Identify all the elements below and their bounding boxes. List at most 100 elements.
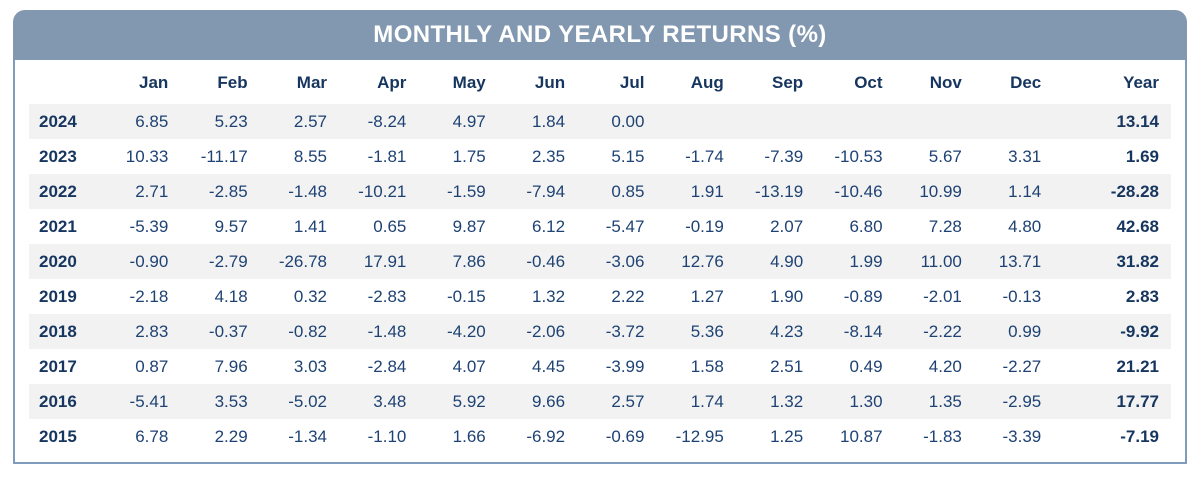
table-row: 2019 -2.18 4.18 0.32 -2.83 -0.15 1.32 2.22 1.27 1… xyxy=(29,279,1171,314)
returns-card: MONTHLY AND YEARLY RETURNS (%) Jan Feb Mar… xyxy=(13,10,1187,464)
month-return-cell: 2.07 xyxy=(770,216,804,236)
row-year-label: 2019 xyxy=(39,286,77,306)
table-row: 2018 2.83 -0.37 -0.82 -1.48 -4.20 -2.06 -3.72 5.… xyxy=(29,314,1171,349)
month-return-cell: 1.91 xyxy=(690,181,724,201)
table-title-bar: MONTHLY AND YEARLY RETURNS (%) xyxy=(13,10,1187,60)
month-return-cell: 4.90 xyxy=(770,251,804,271)
row-year-label: 2017 xyxy=(39,356,77,376)
month-return-cell: -0.19 xyxy=(685,216,724,236)
month-return-cell: -10.46 xyxy=(834,181,883,201)
month-return-cell: 9.87 xyxy=(452,216,486,236)
year-total-cell: 2.83 xyxy=(1125,286,1159,306)
month-return-cell: -10.53 xyxy=(834,146,883,166)
month-return-cell: 1.75 xyxy=(452,146,486,166)
month-return-cell: -5.39 xyxy=(129,216,169,236)
month-return-cell: 2.22 xyxy=(611,286,645,306)
month-return-cell: 0.00 xyxy=(611,111,645,131)
row-year-label: 2023 xyxy=(39,146,77,166)
table-row: 2020 -0.90 -2.79 -26.78 17.91 7.86 -0.46 -3.06 1… xyxy=(29,244,1171,279)
month-return-cell: 4.07 xyxy=(452,356,486,376)
column-header-row: Jan Feb Mar Apr May Jun Jul Aug Sep Oct Nov Dec Year xyxy=(29,62,1171,104)
month-return-cell: -2.79 xyxy=(208,251,248,271)
month-return-cell: 4.23 xyxy=(770,321,804,341)
returns-table-panel: Jan Feb Mar Apr May Jun Jul Aug Sep Oct Nov Dec Year… xyxy=(13,60,1187,464)
year-total-cell: -9.92 xyxy=(1120,321,1159,341)
month-return-cell: -1.74 xyxy=(685,146,724,166)
month-return-cell: 5.36 xyxy=(690,321,724,341)
month-return-cell: -2.84 xyxy=(367,356,407,376)
month-return-cell: -8.14 xyxy=(843,321,883,341)
month-return-cell: 13.71 xyxy=(998,251,1042,271)
month-return-cell: -1.83 xyxy=(923,426,962,446)
month-return-cell: 0.65 xyxy=(373,216,407,236)
month-return-cell xyxy=(736,104,815,139)
table-row: 2016 -5.41 3.53 -5.02 3.48 5.92 9.66 2.57 1.74 1.… xyxy=(29,384,1171,419)
month-return-cell: 4.97 xyxy=(452,111,486,131)
month-return-cell: -4.20 xyxy=(446,321,486,341)
corner-cell xyxy=(29,62,101,104)
month-return-cell: -3.06 xyxy=(605,251,645,271)
month-return-cell: 0.87 xyxy=(135,356,169,376)
month-return-cell: -2.01 xyxy=(923,286,962,306)
month-return-cell: -1.59 xyxy=(446,181,486,201)
col-header-jul: Jul xyxy=(619,73,645,92)
col-header-nov: Nov xyxy=(929,73,962,92)
month-return-cell: 4.18 xyxy=(214,286,248,306)
month-return-cell: 9.66 xyxy=(532,391,566,411)
col-header-sep: Sep xyxy=(771,73,804,92)
month-return-cell: 3.31 xyxy=(1008,146,1042,166)
year-total-cell: 17.77 xyxy=(1116,391,1159,411)
month-return-cell: -3.72 xyxy=(605,321,645,341)
month-return-cell: 6.12 xyxy=(532,216,566,236)
month-return-cell: 7.86 xyxy=(452,251,486,271)
month-return-cell: 1.99 xyxy=(849,251,883,271)
year-total-cell: 13.14 xyxy=(1116,111,1159,131)
year-total-cell: 21.21 xyxy=(1116,356,1159,376)
month-return-cell: -0.82 xyxy=(288,321,328,341)
table-row: 2024 6.85 5.23 2.57 -8.24 4.97 1.84 0.00 13.14 xyxy=(29,104,1171,139)
col-header-may: May xyxy=(452,73,486,92)
month-return-cell: -2.83 xyxy=(367,286,407,306)
year-total-cell: 42.68 xyxy=(1116,216,1159,236)
month-return-cell: -0.37 xyxy=(208,321,248,341)
month-return-cell: -2.27 xyxy=(1002,356,1042,376)
month-return-cell: -0.69 xyxy=(605,426,645,446)
month-return-cell: -3.99 xyxy=(605,356,645,376)
row-year-label: 2021 xyxy=(39,216,77,236)
month-return-cell: -6.92 xyxy=(526,426,566,446)
month-return-cell: -1.81 xyxy=(367,146,407,166)
month-return-cell: -1.34 xyxy=(288,426,328,446)
month-return-cell: 9.57 xyxy=(214,216,248,236)
month-return-cell: 4.80 xyxy=(1008,216,1042,236)
month-return-cell: 8.55 xyxy=(293,146,328,166)
month-return-cell: -11.17 xyxy=(200,146,248,166)
month-return-cell: 1.27 xyxy=(690,286,724,306)
month-return-cell: 11.00 xyxy=(920,251,962,271)
table-row: 2017 0.87 7.96 3.03 -2.84 4.07 4.45 -3.99 1.58 2.… xyxy=(29,349,1171,384)
month-return-cell: 0.49 xyxy=(849,356,883,376)
month-return-cell: -3.39 xyxy=(1002,426,1042,446)
month-return-cell: -1.48 xyxy=(367,321,407,341)
month-return-cell: 3.03 xyxy=(293,356,328,376)
month-return-cell: 4.20 xyxy=(928,356,962,376)
month-return-cell: -2.18 xyxy=(129,286,169,306)
col-header-oct: Oct xyxy=(854,73,883,92)
year-total-cell: -28.28 xyxy=(1110,181,1159,201)
col-header-aug: Aug xyxy=(690,73,724,92)
month-return-cell: -5.41 xyxy=(129,391,169,411)
month-return-cell: -0.89 xyxy=(843,286,883,306)
row-year-label: 2018 xyxy=(39,321,77,341)
month-return-cell: 2.51 xyxy=(770,356,804,376)
month-return-cell: 5.92 xyxy=(452,391,486,411)
month-return-cell: -2.95 xyxy=(1002,391,1042,411)
year-total-cell: 1.69 xyxy=(1125,146,1159,166)
month-return-cell: 10.33 xyxy=(125,146,169,166)
month-return-cell: -0.13 xyxy=(1002,286,1042,306)
row-year-label: 2016 xyxy=(39,391,77,411)
month-return-cell: -0.15 xyxy=(446,286,486,306)
month-return-cell: -2.06 xyxy=(526,321,566,341)
month-return-cell: -2.22 xyxy=(923,321,962,341)
month-return-cell: -7.39 xyxy=(764,146,804,166)
month-return-cell: -5.02 xyxy=(288,391,328,411)
month-return-cell: 1.74 xyxy=(690,391,724,411)
